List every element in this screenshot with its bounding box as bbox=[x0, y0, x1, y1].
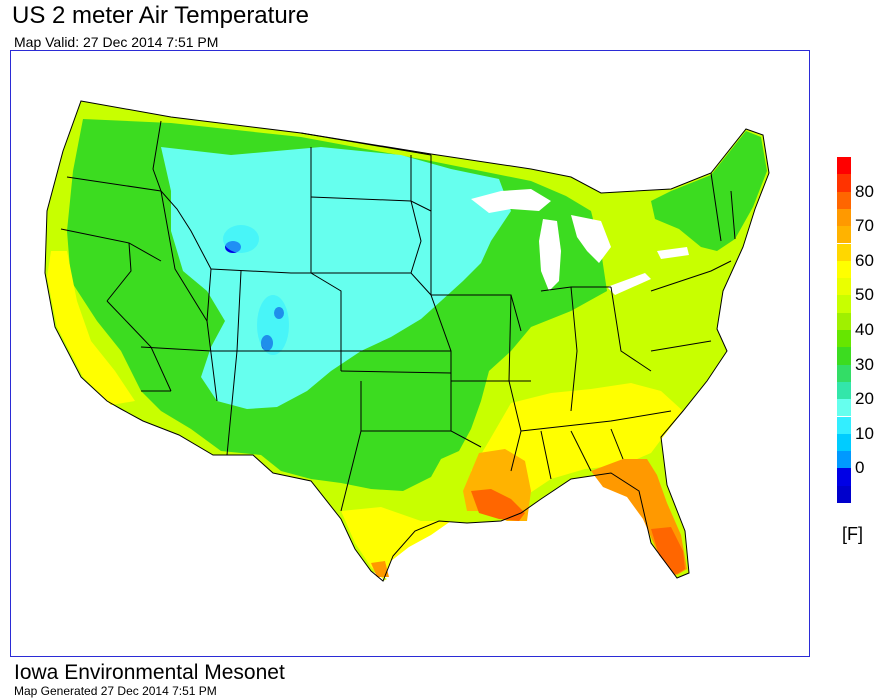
legend-band bbox=[837, 191, 851, 209]
legend-band bbox=[837, 451, 851, 469]
lake-superior bbox=[471, 189, 551, 213]
legend-band bbox=[837, 260, 851, 279]
state-boundaries bbox=[44, 100, 770, 582]
legend-band bbox=[837, 243, 851, 261]
lake-ontario bbox=[657, 247, 689, 259]
zone-70-80f-south-florida bbox=[651, 527, 685, 575]
temperature-map-canvas bbox=[44, 100, 770, 582]
zone-10f-wyoming bbox=[223, 225, 259, 253]
legend-band bbox=[837, 157, 851, 175]
legend-tick-label: 10 bbox=[855, 423, 874, 443]
zone-northeast-green bbox=[651, 131, 767, 251]
legend-band bbox=[837, 433, 851, 452]
zone-60-70f-south-texas bbox=[371, 561, 389, 577]
zone-70-80f-louisiana bbox=[471, 489, 525, 521]
zone-50-60f-texas bbox=[341, 507, 451, 579]
legend-tick-label: 30 bbox=[855, 354, 874, 374]
lake-erie bbox=[607, 273, 651, 295]
legend-tick-label: 70 bbox=[855, 216, 874, 236]
footer-organization: Iowa Environmental Mesonet bbox=[14, 661, 285, 684]
legend-band bbox=[837, 364, 851, 382]
legend-tick-label: 60 bbox=[855, 250, 874, 270]
legend-tick-label: 80 bbox=[855, 181, 874, 201]
legend-band bbox=[837, 278, 851, 296]
legend-band bbox=[837, 208, 851, 227]
zone-50-60f-california bbox=[47, 251, 135, 405]
legend-tick-label: 0 bbox=[855, 458, 865, 478]
legend-tick-label: 40 bbox=[855, 320, 874, 339]
legend-unit-label: [F] bbox=[842, 524, 863, 544]
temperature-map bbox=[10, 50, 810, 657]
legend-tick-label: 20 bbox=[855, 389, 874, 409]
legend-band bbox=[837, 312, 851, 330]
legend-band bbox=[837, 485, 851, 503]
legend-band bbox=[837, 468, 851, 486]
zone-cold-mountain bbox=[293, 149, 341, 185]
legend-band bbox=[837, 347, 851, 365]
map-title: US 2 meter Air Temperature bbox=[12, 2, 310, 29]
legend-band bbox=[837, 226, 851, 244]
legend-band bbox=[837, 399, 851, 417]
legend-band bbox=[837, 330, 851, 348]
footer-generated-time: Map Generated 27 Dec 2014 7:51 PM bbox=[14, 684, 217, 698]
legend-band bbox=[837, 381, 851, 400]
legend-band bbox=[837, 295, 851, 313]
color-scale-legend bbox=[837, 157, 851, 503]
legend-band bbox=[837, 174, 851, 192]
map-valid-time: Map Valid: 27 Dec 2014 7:51 PM bbox=[14, 34, 219, 50]
legend-tick-label: 50 bbox=[855, 285, 874, 305]
zone-10f-colorado bbox=[257, 295, 289, 355]
zone-10-20f bbox=[161, 147, 511, 409]
lake-michigan bbox=[539, 219, 561, 291]
legend-band bbox=[837, 416, 851, 434]
lake-huron bbox=[571, 215, 611, 263]
